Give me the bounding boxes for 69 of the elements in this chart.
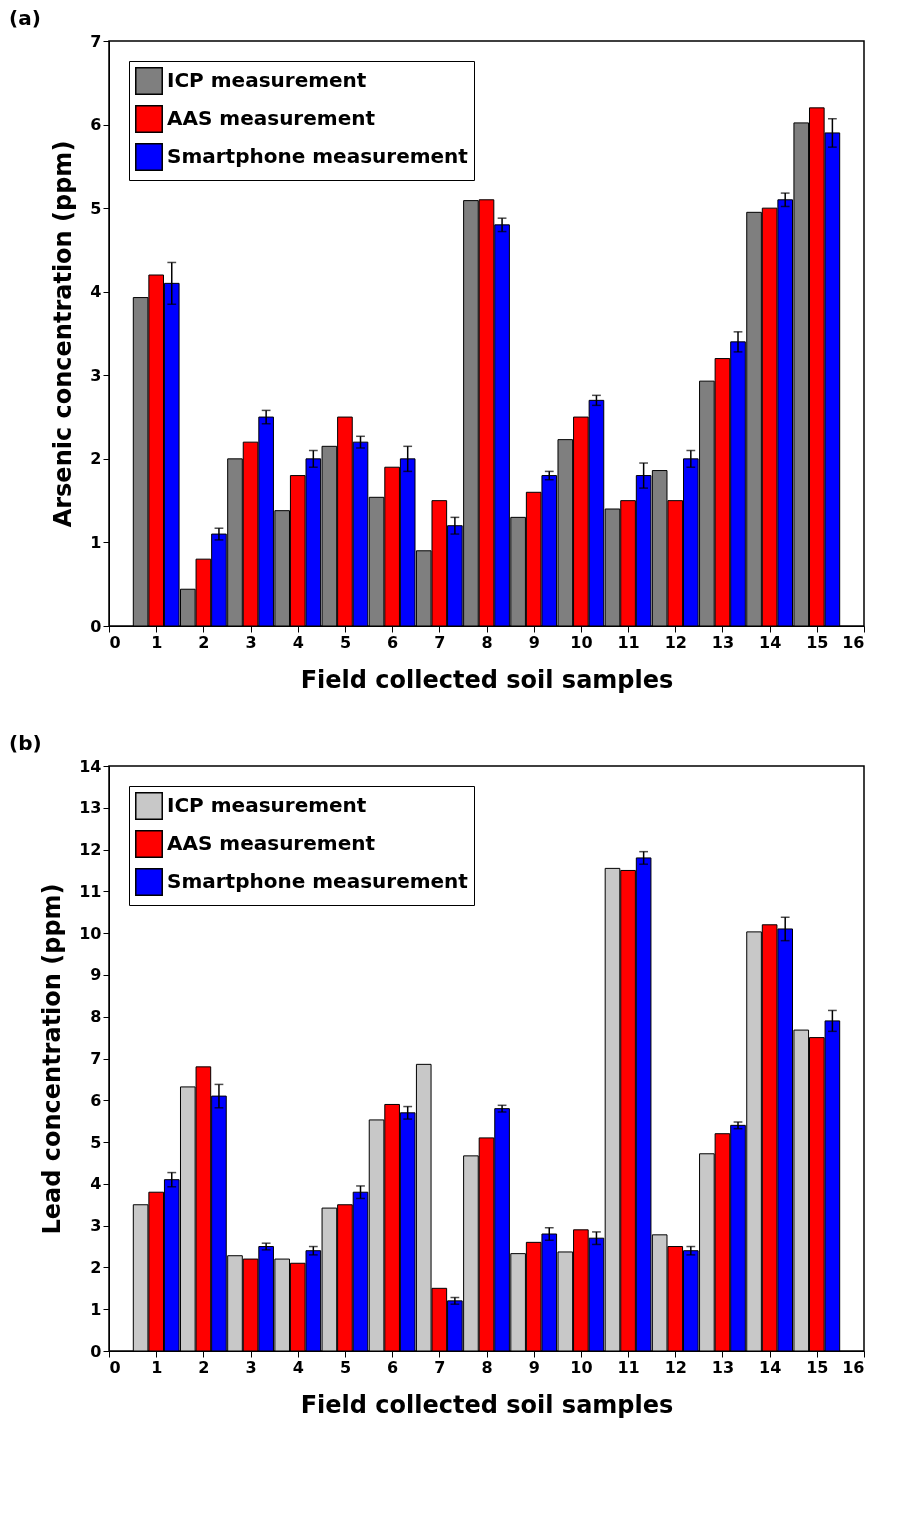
y-tick-label: 6 <box>90 1090 102 1110</box>
x-tick-label: 4 <box>292 632 304 652</box>
y-tick-label: 4 <box>90 1174 102 1194</box>
x-axis-title: Field collected soil samples <box>300 665 674 694</box>
x-tick-label: 6 <box>387 632 399 652</box>
x-axis-title: Field collected soil samples <box>300 1390 674 1419</box>
x-tick-label: 16 <box>842 632 865 652</box>
legend-label: Smartphone measurement <box>167 869 469 893</box>
y-tick-label: 5 <box>90 198 102 218</box>
y-tick-label: 7 <box>90 1049 102 1068</box>
x-tick-label: 6 <box>387 1357 399 1377</box>
y-tick-label: 7 <box>90 31 102 51</box>
x-tick-label: 10 <box>570 1357 593 1377</box>
y-tick-label: 0 <box>90 1341 102 1361</box>
x-tick-label: 8 <box>481 632 493 652</box>
y-tick-label: 10 <box>79 923 102 943</box>
y-tick-label: 2 <box>90 1257 102 1277</box>
y-tick-label: 12 <box>79 840 102 860</box>
chart-title: (a) <box>9 6 41 30</box>
x-tick-label: 10 <box>570 632 593 652</box>
x-tick-label: 14 <box>758 632 782 652</box>
legend-label: ICP measurement <box>167 793 367 817</box>
y-tick-label: 11 <box>79 881 102 901</box>
x-tick-label: 1 <box>151 632 163 652</box>
x-tick-label: 11 <box>617 1357 640 1377</box>
y-tick-label: 13 <box>79 798 102 818</box>
x-tick-label: 0 <box>109 1357 121 1377</box>
x-tick-label: 4 <box>292 1357 304 1377</box>
x-tick-label: 13 <box>711 632 735 652</box>
y-axis-title: Arsenic concentration (ppm) <box>49 140 78 528</box>
x-tick-label: 9 <box>528 1357 540 1377</box>
legend-label: ICP measurement <box>167 68 367 92</box>
x-tick-label: 9 <box>528 632 540 652</box>
y-tick-label: 9 <box>90 965 102 985</box>
x-tick-label: 12 <box>664 632 687 652</box>
y-tick-label: 14 <box>79 756 102 776</box>
legend-label: AAS measurement <box>167 831 376 855</box>
chart-title: (b) <box>9 731 42 755</box>
x-tick-label: 5 <box>339 1357 352 1377</box>
y-tick-label: 5 <box>90 1132 102 1152</box>
y-tick-label: 3 <box>90 365 102 385</box>
x-tick-label: 11 <box>617 632 640 652</box>
y-tick-label: 2 <box>90 449 102 469</box>
legend-label: Smartphone measurement <box>167 144 469 168</box>
y-tick-label: 4 <box>90 282 102 302</box>
x-tick-label: 14 <box>758 1357 782 1377</box>
x-tick-label: 16 <box>842 1357 865 1377</box>
x-tick-label: 13 <box>711 1357 735 1377</box>
x-tick-label: 1 <box>151 1357 163 1377</box>
y-axis-title: Lead concentration (ppm) <box>38 883 67 1235</box>
x-tick-label: 3 <box>245 1357 257 1377</box>
x-tick-label: 5 <box>339 632 352 652</box>
x-tick-label: 7 <box>434 632 446 652</box>
x-tick-label: 0 <box>109 632 121 652</box>
legend-label: AAS measurement <box>167 106 376 130</box>
x-tick-label: 8 <box>481 1357 493 1377</box>
x-tick-label: 7 <box>434 1357 446 1377</box>
y-tick-label: 6 <box>90 115 102 135</box>
x-tick-label: 3 <box>245 632 257 652</box>
y-tick-label: 0 <box>90 616 102 636</box>
x-tick-label: 15 <box>806 1357 829 1377</box>
y-tick-label: 8 <box>90 1007 102 1027</box>
x-tick-label: 15 <box>806 632 829 652</box>
x-tick-label: 2 <box>198 632 210 652</box>
x-tick-label: 2 <box>198 1357 210 1377</box>
y-tick-label: 3 <box>90 1216 102 1236</box>
y-tick-label: 1 <box>90 1299 102 1319</box>
y-tick-label: 1 <box>90 532 102 552</box>
x-tick-label: 12 <box>664 1357 687 1377</box>
